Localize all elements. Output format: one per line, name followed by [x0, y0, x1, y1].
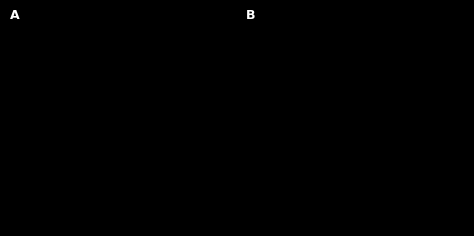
Ellipse shape [101, 164, 148, 180]
Ellipse shape [333, 140, 336, 141]
Ellipse shape [361, 139, 365, 140]
Polygon shape [103, 105, 131, 131]
Polygon shape [84, 85, 150, 151]
Ellipse shape [308, 113, 319, 123]
Polygon shape [286, 50, 422, 186]
Ellipse shape [139, 106, 145, 109]
Polygon shape [65, 67, 169, 169]
Ellipse shape [307, 104, 357, 125]
Ellipse shape [97, 172, 102, 175]
Polygon shape [74, 75, 160, 161]
Polygon shape [267, 31, 441, 205]
Ellipse shape [93, 113, 97, 114]
Ellipse shape [325, 112, 339, 117]
Ellipse shape [101, 83, 108, 87]
Ellipse shape [325, 96, 329, 98]
Polygon shape [262, 26, 446, 210]
Ellipse shape [314, 107, 350, 122]
Polygon shape [254, 18, 455, 218]
Ellipse shape [90, 101, 95, 104]
Ellipse shape [375, 89, 410, 100]
Ellipse shape [100, 109, 103, 111]
Ellipse shape [106, 112, 112, 115]
Ellipse shape [175, 130, 217, 143]
Ellipse shape [367, 98, 373, 101]
Ellipse shape [362, 93, 368, 96]
Polygon shape [349, 113, 359, 123]
Polygon shape [316, 80, 392, 156]
Ellipse shape [46, 116, 70, 124]
Ellipse shape [159, 144, 163, 146]
Ellipse shape [78, 109, 107, 120]
Polygon shape [112, 113, 122, 123]
Ellipse shape [74, 107, 110, 122]
Ellipse shape [123, 103, 128, 105]
Polygon shape [308, 72, 400, 164]
Polygon shape [300, 64, 408, 172]
Polygon shape [313, 77, 395, 159]
Polygon shape [292, 56, 416, 180]
Ellipse shape [109, 107, 113, 108]
Ellipse shape [138, 89, 173, 100]
Ellipse shape [294, 127, 298, 128]
Ellipse shape [277, 141, 305, 151]
Polygon shape [22, 23, 212, 213]
Polygon shape [273, 37, 435, 199]
Ellipse shape [139, 103, 184, 133]
Ellipse shape [359, 143, 362, 145]
Polygon shape [41, 42, 193, 194]
Ellipse shape [363, 87, 367, 89]
Ellipse shape [107, 178, 111, 180]
Polygon shape [278, 42, 430, 194]
Ellipse shape [163, 135, 169, 138]
Ellipse shape [338, 164, 385, 180]
Ellipse shape [99, 120, 105, 122]
Polygon shape [248, 12, 460, 224]
Ellipse shape [329, 140, 337, 143]
Polygon shape [14, 15, 220, 221]
Ellipse shape [104, 116, 109, 118]
Ellipse shape [97, 114, 102, 116]
Ellipse shape [386, 166, 423, 178]
Polygon shape [30, 31, 204, 205]
Polygon shape [44, 45, 190, 191]
Polygon shape [332, 96, 376, 140]
Polygon shape [9, 9, 226, 227]
Ellipse shape [40, 141, 68, 151]
Ellipse shape [149, 166, 186, 178]
Ellipse shape [330, 114, 333, 115]
Ellipse shape [332, 91, 336, 93]
Polygon shape [311, 75, 397, 161]
Polygon shape [256, 20, 452, 216]
Ellipse shape [328, 113, 336, 116]
Polygon shape [38, 39, 196, 197]
Polygon shape [79, 80, 155, 156]
Polygon shape [17, 18, 218, 218]
Polygon shape [87, 88, 147, 148]
Ellipse shape [147, 112, 151, 114]
Polygon shape [101, 102, 133, 134]
Polygon shape [55, 56, 179, 180]
Ellipse shape [71, 106, 114, 123]
Polygon shape [275, 39, 433, 197]
Polygon shape [98, 99, 136, 137]
Polygon shape [36, 37, 198, 199]
Ellipse shape [65, 176, 117, 193]
Polygon shape [343, 107, 365, 129]
Ellipse shape [340, 115, 345, 117]
Polygon shape [319, 83, 389, 153]
Polygon shape [340, 105, 368, 131]
Ellipse shape [368, 42, 416, 58]
Ellipse shape [330, 134, 333, 135]
Ellipse shape [342, 117, 348, 120]
Polygon shape [19, 20, 215, 216]
Polygon shape [68, 69, 166, 167]
Ellipse shape [357, 88, 364, 91]
Ellipse shape [348, 103, 353, 105]
Polygon shape [114, 115, 120, 121]
Polygon shape [335, 99, 373, 137]
Ellipse shape [303, 103, 360, 126]
Polygon shape [281, 45, 427, 191]
Ellipse shape [331, 142, 334, 143]
